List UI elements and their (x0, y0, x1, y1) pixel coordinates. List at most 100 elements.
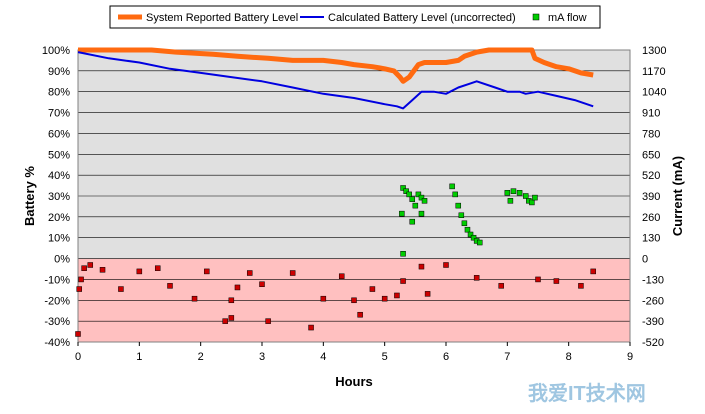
scatter-point (168, 283, 173, 288)
scatter-point (511, 189, 516, 194)
y-tick-label: -10% (44, 274, 70, 286)
scatter-point (382, 296, 387, 301)
y2-tick-label: -390 (642, 316, 664, 328)
scatter-point (100, 267, 105, 272)
scatter-point (247, 271, 252, 276)
scatter-point (235, 285, 240, 290)
y-tick-label: 60% (48, 128, 70, 140)
scatter-point (444, 262, 449, 267)
x-tick-label: 7 (504, 351, 510, 363)
y2-axis-title: Current (mA) (670, 156, 685, 236)
y2-tick-label: -520 (642, 337, 664, 349)
scatter-point (155, 266, 160, 271)
y2-tick-label: 1300 (642, 45, 666, 57)
scatter-point (578, 283, 583, 288)
scatter-point (410, 219, 415, 224)
scatter-point (554, 279, 559, 284)
scatter-point (462, 221, 467, 226)
scatter-point (419, 211, 424, 216)
y-axis-title: Battery % (22, 166, 37, 226)
y2-tick-label: 520 (642, 170, 660, 182)
scatter-point (76, 331, 81, 336)
scatter-point (523, 194, 528, 199)
scatter-point (508, 198, 513, 203)
scatter-point (358, 312, 363, 317)
y2-tick-label: 1040 (642, 87, 666, 99)
scatter-point (413, 203, 418, 208)
y-tick-label: 90% (48, 66, 70, 78)
scatter-point (410, 197, 415, 202)
scatter-point (260, 282, 265, 287)
x-tick-label: 1 (136, 351, 142, 363)
scatter-point (505, 190, 510, 195)
scatter-point (309, 325, 314, 330)
x-tick-label: 8 (566, 351, 572, 363)
scatter-point (204, 269, 209, 274)
scatter-point (137, 269, 142, 274)
scatter-point (82, 266, 87, 271)
scatter-point (370, 287, 375, 292)
y-tick-label: 30% (48, 191, 70, 203)
scatter-point (474, 275, 479, 280)
y-tick-label: 10% (48, 233, 70, 245)
watermark-text: 我爱IT技术网 (528, 381, 646, 405)
scatter-point (536, 277, 541, 282)
legend-label: mA flow (548, 12, 587, 24)
scatter-point (266, 319, 271, 324)
y2-tick-label: 650 (642, 149, 660, 161)
scatter-point (465, 227, 470, 232)
scatter-point (401, 279, 406, 284)
y-tick-label: -40% (44, 337, 70, 349)
x-tick-label: 4 (320, 351, 326, 363)
scatter-point (321, 296, 326, 301)
y2-tick-label: 910 (642, 108, 660, 120)
y-tick-label: 100% (42, 45, 70, 57)
scatter-point (229, 298, 234, 303)
x-tick-label: 3 (259, 351, 265, 363)
scatter-point (529, 200, 534, 205)
scatter-point (422, 198, 427, 203)
scatter-point (229, 315, 234, 320)
y2-tick-label: -260 (642, 295, 664, 307)
scatter-point (456, 203, 461, 208)
scatter-point (79, 277, 84, 282)
x-tick-label: 9 (627, 351, 633, 363)
y2-tick-label: 780 (642, 128, 660, 140)
scatter-point (223, 319, 228, 324)
scatter-point (517, 190, 522, 195)
y-tick-label: 40% (48, 170, 70, 182)
scatter-point (401, 251, 406, 256)
y2-tick-label: 1170 (642, 66, 666, 78)
scatter-point (88, 262, 93, 267)
y-tick-label: 20% (48, 212, 70, 224)
scatter-point (399, 211, 404, 216)
y2-tick-label: 0 (642, 254, 648, 266)
scatter-point (453, 192, 458, 197)
scatter-point (352, 298, 357, 303)
y-tick-label: -30% (44, 316, 70, 328)
y-tick-label: 80% (48, 87, 70, 99)
scatter-point (591, 269, 596, 274)
y2-tick-label: -130 (642, 274, 664, 286)
x-axis-title: Hours (335, 374, 373, 389)
scatter-point (192, 296, 197, 301)
scatter-point (407, 192, 412, 197)
legend-label: System Reported Battery Level (146, 12, 298, 24)
legend-label: Calculated Battery Level (uncorrected) (328, 12, 516, 24)
x-tick-label: 6 (443, 351, 449, 363)
scatter-point (532, 195, 537, 200)
scatter-point (499, 283, 504, 288)
y-tick-label: 0% (54, 254, 70, 266)
scatter-point (450, 184, 455, 189)
y2-tick-label: 390 (642, 191, 660, 203)
x-tick-label: 0 (75, 351, 81, 363)
scatter-point (419, 264, 424, 269)
y-tick-label: 70% (48, 108, 70, 120)
scatter-point (394, 293, 399, 298)
y2-tick-label: 130 (642, 233, 660, 245)
legend-swatch (533, 14, 539, 20)
scatter-point (290, 271, 295, 276)
y-tick-label: -20% (44, 295, 70, 307)
